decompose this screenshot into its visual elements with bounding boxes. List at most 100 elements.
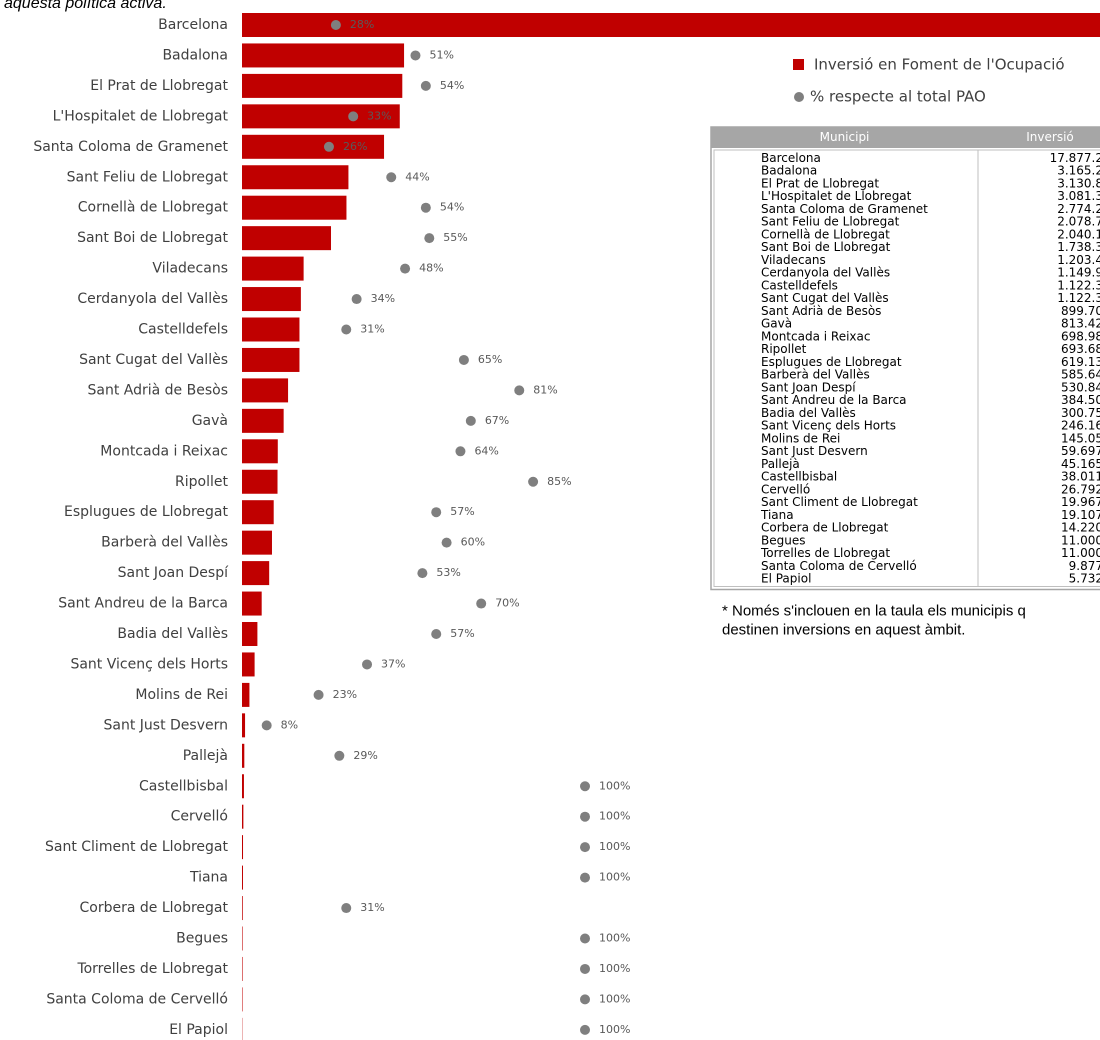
percent-label: 8% [281, 718, 298, 731]
category-label: Torrelles de Llobregat [76, 961, 228, 977]
table-cell: 26.792 [1061, 482, 1100, 496]
category-label: Gavà [192, 413, 228, 429]
percent-dot [580, 933, 590, 944]
table-cell: 1.122.3 [1057, 291, 1100, 305]
category-label: Esplugues de Llobregat [64, 504, 229, 520]
percent-label: 70% [495, 597, 519, 610]
table-cell: 9.877 [1069, 559, 1100, 573]
percent-label: 26% [343, 140, 367, 153]
percent-dot [386, 172, 397, 183]
category-label: Barberà del Vallès [101, 535, 228, 551]
table-cell: Molins de Rei [761, 431, 840, 445]
legend-swatch [794, 92, 804, 102]
percent-dot [476, 598, 487, 609]
table-cell: Sant Climent de Llobregat [761, 495, 918, 509]
table-header-cell: Inversió [1026, 130, 1074, 144]
bar [242, 530, 272, 555]
percent-dot [313, 689, 324, 700]
percent-dot [334, 750, 345, 761]
bar [242, 926, 243, 951]
table-cell: Sant Feliu de Llobregat [761, 215, 900, 229]
percent-label: 34% [371, 292, 395, 305]
table-cell: 585.64 [1061, 368, 1100, 382]
table-cell: Badia del Vallès [761, 406, 856, 420]
table-cell: 1.149.9 [1057, 266, 1100, 280]
table-cell: Sant Vicenç dels Horts [761, 419, 896, 433]
category-label: Sant Climent de Llobregat [45, 839, 229, 855]
percent-label: 64% [474, 444, 498, 457]
table-cell: Badalona [761, 164, 817, 178]
percent-label: 60% [461, 536, 485, 549]
table-cell: 45.165 [1061, 457, 1100, 471]
category-label: Montcada i Reixac [100, 443, 228, 459]
category-label: Badia del Vallès [117, 626, 228, 642]
bar [242, 774, 244, 799]
category-label: El Prat de Llobregat [90, 78, 228, 94]
table-cell: 246.16 [1061, 419, 1100, 433]
table-cell: 1.203.4 [1057, 253, 1100, 267]
table-cell: 3.165.2 [1057, 164, 1100, 178]
table-cell: Santa Coloma de Gramenet [761, 202, 928, 216]
bar [242, 865, 243, 890]
percent-label: 53% [436, 566, 460, 579]
percent-dot [580, 811, 590, 822]
table-note: * Només s'inclouen en la taula els munic… [722, 602, 1026, 619]
bar [242, 408, 284, 433]
percent-dot [424, 233, 435, 244]
category-label: Tiana [189, 870, 228, 886]
table-cell: Sant Just Desvern [761, 444, 868, 458]
table-note: destinen inversions en aquest àmbit. [722, 621, 965, 638]
bar [242, 987, 243, 1012]
table-cell: El Papiol [761, 572, 811, 586]
percent-dot [431, 507, 442, 518]
percent-dot [400, 263, 411, 274]
table-header-cell: Municipi [820, 130, 870, 144]
percent-dot [348, 111, 359, 122]
percent-dot [410, 50, 421, 61]
table-cell: 813.42 [1061, 317, 1100, 331]
percent-label: 65% [478, 353, 502, 366]
table-cell: Sant Andreu de la Barca [761, 393, 907, 407]
percent-label: 100% [599, 962, 630, 975]
bar [242, 469, 278, 494]
category-label: Cerdanyola del Vallès [77, 291, 228, 307]
percent-dot [580, 872, 590, 883]
bar [242, 134, 385, 159]
percent-label: 100% [599, 779, 630, 792]
bar [242, 896, 243, 921]
category-label: Sant Joan Despí [118, 565, 229, 581]
category-label: Sant Vicenç dels Horts [70, 656, 228, 672]
table-cell: Tiana [760, 508, 794, 522]
percent-label: 100% [599, 810, 630, 823]
table-cell: Torrelles de Llobregat [760, 546, 890, 560]
bar [242, 256, 304, 281]
bar [242, 378, 289, 403]
percent-label: 37% [381, 657, 405, 670]
bar [242, 104, 400, 129]
bar [242, 317, 300, 342]
percent-label: 44% [405, 170, 429, 183]
category-label: Cornellà de Llobregat [78, 200, 229, 216]
table-cell: 693.68 [1061, 342, 1100, 356]
table-cell: Pallejà [761, 457, 800, 471]
category-label: Sant Adrià de Besòs [88, 382, 229, 398]
table-cell: 19.967 [1061, 495, 1100, 509]
table-cell: 2.040.1 [1057, 227, 1100, 241]
category-label: Pallejà [183, 748, 228, 764]
table-cell: 2.078.7 [1057, 215, 1100, 229]
percent-label: 57% [450, 505, 474, 518]
table-cell: Sant Cugat del Vallès [761, 291, 889, 305]
table-cell: Esplugues de Llobregat [761, 355, 902, 369]
table-cell: Castellbisbal [761, 470, 837, 484]
category-label: Viladecans [152, 261, 228, 277]
bar [242, 743, 245, 768]
percent-label: 100% [599, 840, 630, 853]
table-cell: 5.732 [1069, 572, 1100, 586]
category-label: Corbera de Llobregat [80, 900, 229, 916]
percent-dot [580, 1024, 590, 1035]
percent-label: 28% [350, 18, 374, 31]
percent-label: 48% [419, 262, 443, 275]
percent-label: 31% [360, 901, 384, 914]
